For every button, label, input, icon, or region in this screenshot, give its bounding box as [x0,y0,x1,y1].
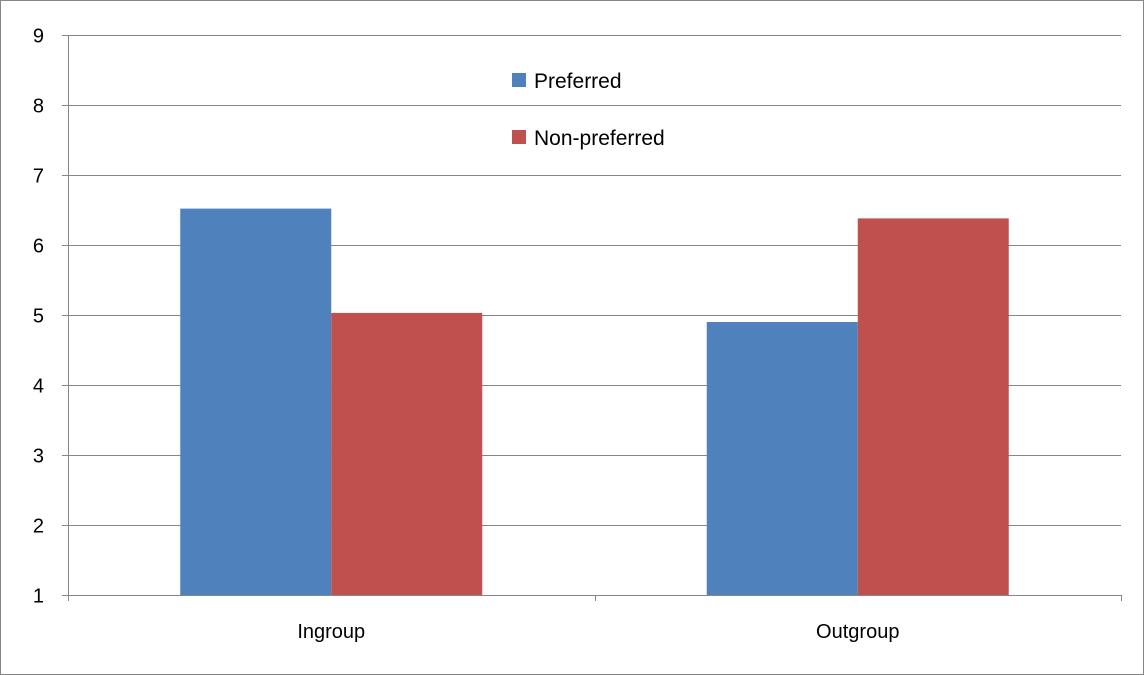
x-category-label: Outgroup [816,621,899,643]
y-tick-label: 4 [33,376,44,398]
bars [180,208,1009,595]
y-tick-label: 8 [33,96,44,118]
legend: Preferred Non-preferred [512,70,665,150]
bar-preferred-ingroup [180,208,332,595]
y-tick-label: 7 [33,166,44,188]
y-tick-label: 6 [33,236,44,258]
y-tick-label: 3 [33,446,44,468]
legend-swatch [512,73,526,87]
y-axis-tick-labels: 1 2 3 4 5 6 7 8 9 [33,26,44,608]
bar-non-preferred-ingroup [331,312,483,595]
x-axis-category-labels: Ingroup Outgroup [297,621,899,643]
bar-preferred-outgroup [706,322,858,595]
y-tick-label: 2 [33,516,44,538]
legend-label: Non-preferred [534,127,665,150]
axes [62,35,1122,601]
bar-non-preferred-outgroup [857,218,1009,595]
y-tick-label: 1 [33,586,44,608]
y-tick-label: 5 [33,306,44,328]
legend-swatch [512,130,526,144]
legend-label: Preferred [534,70,622,93]
x-category-label: Ingroup [297,621,365,643]
y-tick-label: 9 [33,26,44,48]
